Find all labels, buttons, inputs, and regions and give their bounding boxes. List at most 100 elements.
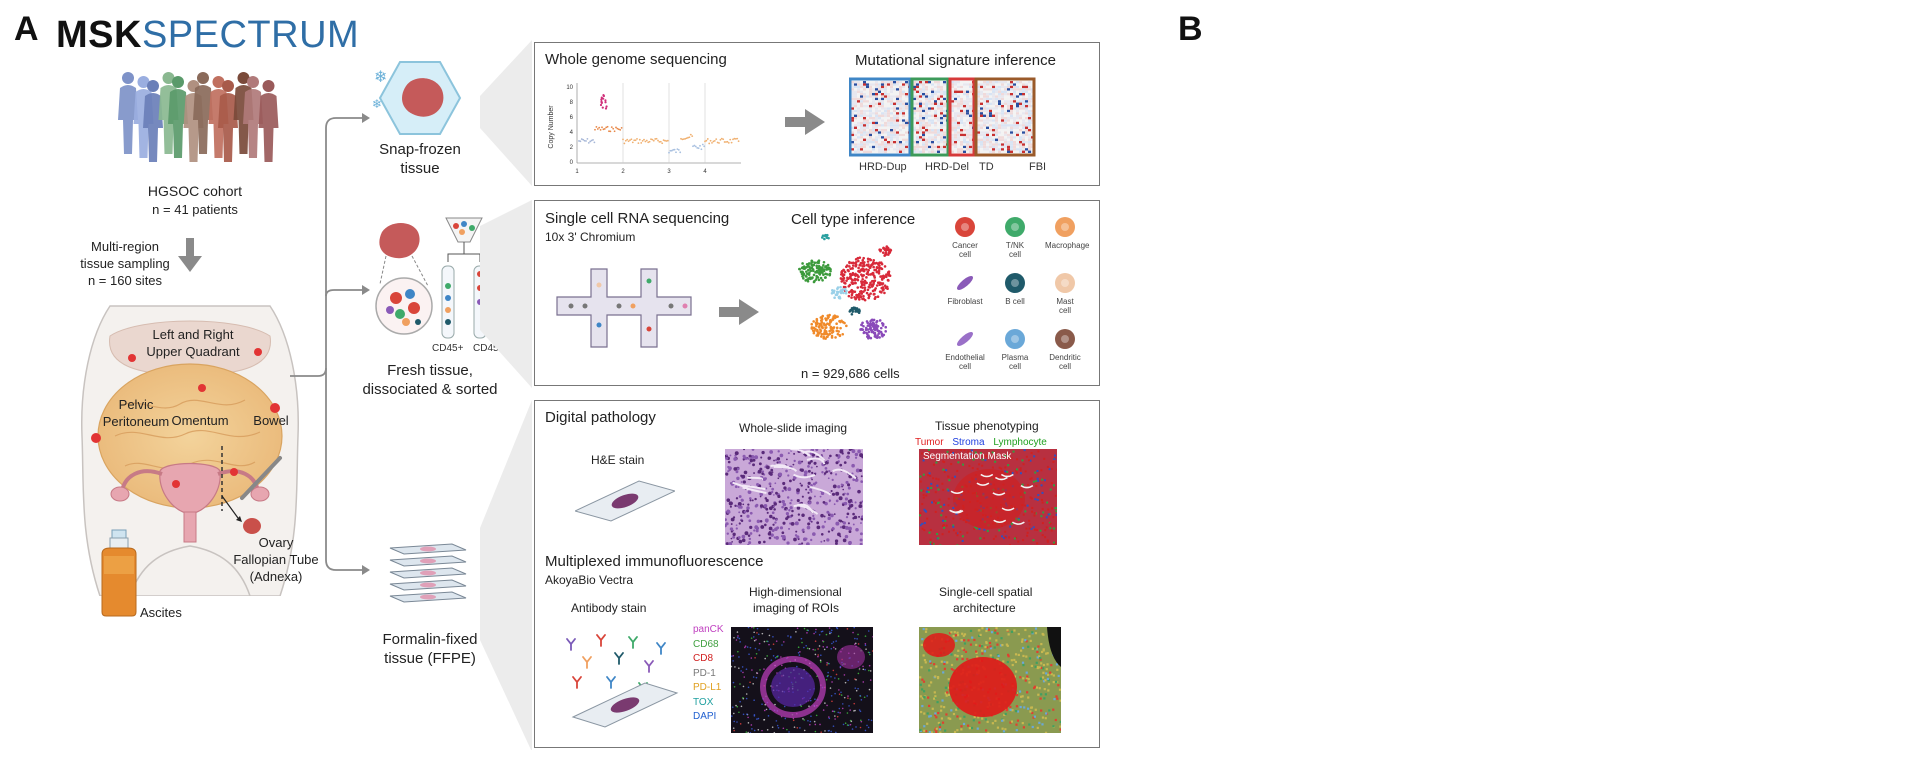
sig-label-hrd-dup: HRD-Dup	[859, 161, 907, 173]
marker-panck: panCK	[693, 624, 724, 635]
cell-type-icon	[1055, 273, 1075, 293]
signature-block	[948, 77, 976, 157]
label-snap-frozen: Snap-frozen tissue	[379, 141, 461, 177]
hd-imaging-line1: High-dimensional	[749, 585, 842, 599]
cell-type-icon	[957, 276, 973, 290]
panel-letter-a: A	[14, 10, 39, 48]
cell-type-label: B cell	[1005, 297, 1025, 306]
signature-block	[910, 77, 950, 157]
cell-type-icon	[1005, 329, 1025, 349]
wgs-inference-title: Mutational signature inference	[855, 52, 1056, 69]
cn-xtick: 1	[575, 169, 579, 175]
scrna-arrow-icon	[719, 299, 759, 325]
connector-shading	[480, 40, 532, 750]
label-ovary: Ovary Fallopian Tube (Adnexa)	[233, 535, 319, 584]
ascites-bottle-icon	[101, 529, 137, 617]
he-stain-label: H&E stain	[591, 453, 645, 467]
wgs-box: Whole genome sequencing Mutational signa…	[534, 42, 1100, 186]
panel-letter-b: B	[1178, 10, 1203, 48]
marker-dapi: DAPI	[693, 711, 717, 722]
cell-type-icon	[957, 332, 973, 346]
cohort-title: HGSOC cohort	[147, 183, 243, 199]
cell-type-label: Mast cell	[1056, 297, 1074, 315]
phenotyping-label: Tissue phenotyping	[935, 419, 1039, 433]
sampling-count: n = 160 sites	[87, 273, 163, 288]
label-omentum: Omentum	[171, 413, 229, 428]
phenotyping-legend: Tumor Stroma Lymphocyte	[915, 437, 1047, 448]
cell-type-label: Plasma cell	[1001, 353, 1029, 371]
scrna-inference-title: Cell type inference	[791, 211, 916, 228]
segmentation-label: Segmentation Mask	[923, 451, 1012, 462]
spatial-image	[919, 627, 1061, 733]
cell-type-icon	[1005, 217, 1025, 237]
down-arrow-icon	[178, 238, 202, 272]
brand-logo: MSKSPECTRUM	[56, 14, 359, 57]
scrna-box: Single cell RNA sequencing 10x 3' Chromi…	[534, 200, 1100, 386]
mif-platform: AkoyaBio Vectra	[545, 573, 634, 587]
label-fresh-tissue: Fresh tissue, dissociated & sorted	[362, 362, 498, 398]
sig-label-hrd-del: HRD-Del	[925, 161, 969, 173]
label-cd45-pos: CD45+	[432, 343, 464, 354]
ffpe-stack-icon	[389, 543, 467, 603]
snap-frozen-icon: ❄ ❄	[372, 61, 462, 135]
cell-type-label: Cancer cell	[952, 241, 978, 259]
signature-labels: HRD-Dup HRD-Del TD FBI	[849, 161, 1079, 177]
sc-spatial-line2: architecture	[953, 601, 1016, 615]
cn-ytick: 2	[570, 145, 574, 151]
antibody-label: Antibody stain	[571, 601, 647, 615]
sampling-line2: tissue sampling	[80, 256, 170, 271]
microfluidic-chip-icon	[556, 268, 692, 348]
cn-ytick: 4	[570, 130, 574, 136]
cell-type-icon	[955, 217, 975, 237]
wgs-title: Whole genome sequencing	[545, 51, 727, 68]
anatomy-illustration	[80, 305, 300, 596]
svg-text:❄: ❄	[374, 67, 387, 86]
cell-type-label: Dendritic cell	[1049, 353, 1081, 371]
pheno-tumor: Tumor	[915, 437, 944, 448]
marker-tox: TOX	[693, 696, 714, 708]
antibody-stain-icon	[566, 634, 679, 728]
wsi-label: Whole-slide imaging	[739, 421, 848, 435]
signature-block	[974, 77, 1036, 157]
branch-connector	[290, 113, 370, 575]
cn-xtick: 4	[703, 169, 707, 175]
umap-plot	[798, 233, 893, 340]
mif-image	[731, 627, 873, 733]
marker-list: panCK CD68 CD8 PD-1 PD-L1 TOX DAPI	[693, 623, 724, 725]
pheno-lymphocyte: Lymphocyte	[993, 437, 1047, 448]
marker-pd1: PD-1	[693, 667, 716, 679]
cell-type-icon	[1055, 217, 1075, 237]
scrna-title: Single cell RNA sequencing	[545, 210, 730, 227]
brand-bold: MSK	[56, 14, 142, 56]
phenotyping-image	[919, 449, 1057, 545]
he-slide-icon	[575, 480, 675, 522]
cell-type-icon	[1005, 273, 1025, 293]
label-bowel: Bowel	[253, 413, 289, 428]
sc-spatial-line1: Single-cell spatial	[939, 585, 1033, 599]
label-pelvic: Pelvic Peritoneum	[102, 397, 170, 429]
cohort-count: n = 41 patients	[152, 202, 238, 217]
pathology-title: Digital pathology	[545, 409, 656, 426]
cn-ytick: 0	[570, 160, 574, 166]
copy-number-ylabel: Copy Number	[548, 105, 555, 149]
label-ffpe: Formalin-fixed tissue (FFPE)	[382, 631, 478, 667]
svg-text:❄: ❄	[372, 97, 382, 111]
cell-type-icon	[1055, 329, 1075, 349]
cell-type-label: Endothelial cell	[945, 353, 985, 371]
signature-heatmaps	[849, 77, 1036, 157]
signature-block	[849, 77, 912, 157]
cn-ytick: 6	[570, 115, 574, 121]
cn-xtick: 3	[667, 169, 671, 175]
pheno-stroma: Stroma	[952, 437, 985, 448]
marker-pdl1: PD-L1	[693, 682, 722, 693]
cn-xtick: 2	[621, 169, 625, 175]
cn-ytick: 10	[566, 85, 573, 91]
sig-label-td: TD	[979, 161, 994, 173]
label-luq: Left and Right Upper Quadrant	[146, 327, 240, 359]
brand-light: SPECTRUM	[141, 14, 360, 56]
cell-type-label: T/NK cell	[1005, 241, 1025, 259]
cohort-people-icon	[118, 72, 279, 162]
scrna-platform: 10x 3' Chromium	[545, 230, 636, 244]
wsi-image	[725, 449, 863, 545]
marker-cd8: CD8	[693, 653, 714, 664]
